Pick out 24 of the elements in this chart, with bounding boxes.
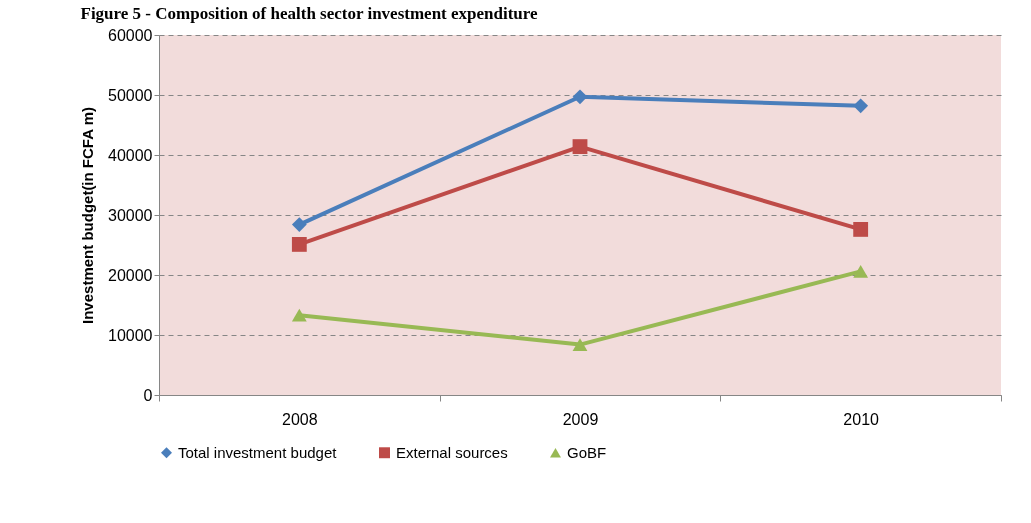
legend-label: Total investment budget <box>178 443 338 461</box>
legend-label: GoBF <box>567 443 607 461</box>
y-tick-label: 20000 <box>108 266 153 284</box>
y-tick-label: 50000 <box>108 86 153 104</box>
y-tick-label: 0 <box>143 386 153 404</box>
x-tick-label: 2009 <box>562 410 599 428</box>
point <box>291 217 307 233</box>
legend-label: External sources <box>396 443 508 461</box>
point <box>572 89 588 105</box>
point <box>853 221 869 237</box>
y-axis-title: Investment budget(in FCFA m) <box>79 107 97 324</box>
y-tick-label: 30000 <box>108 206 153 224</box>
point <box>572 139 588 155</box>
point <box>572 338 588 352</box>
chart-title: Figure 5 - Composition of health sector investment expenditure <box>80 4 539 23</box>
point <box>853 264 869 278</box>
x-tick-label: 2008 <box>282 410 318 428</box>
point <box>853 98 869 114</box>
y-tick-label: 10000 <box>108 326 153 344</box>
y-tick-label: 40000 <box>108 146 153 164</box>
x-tick-label: 2010 <box>843 410 880 428</box>
point <box>291 308 307 322</box>
point <box>291 236 307 252</box>
y-tick-label: 60000 <box>108 26 153 44</box>
